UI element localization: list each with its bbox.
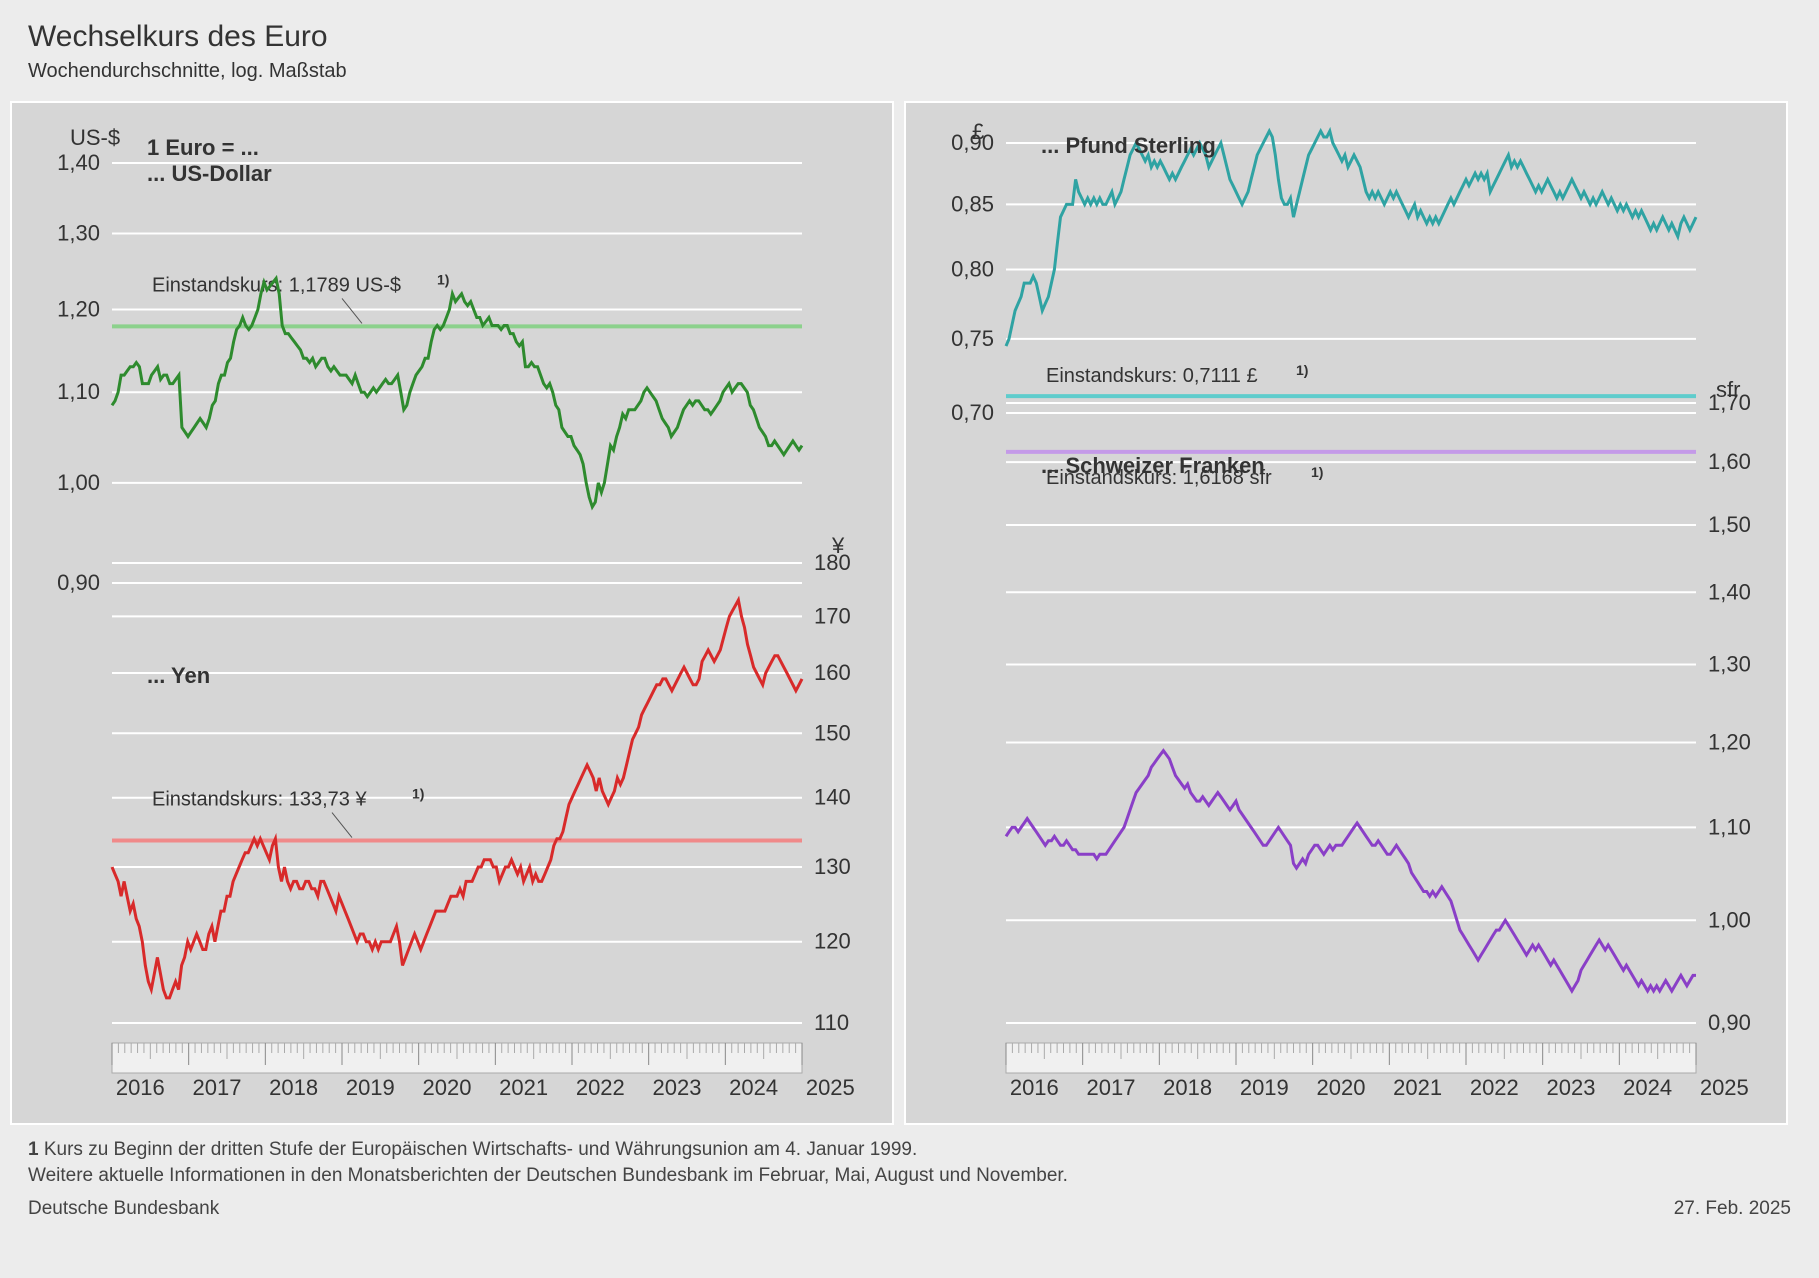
svg-text:2025: 2025 [806,1075,855,1100]
svg-text:2017: 2017 [193,1075,242,1100]
svg-text:0,75: 0,75 [951,326,994,351]
svg-text:2025: 2025 [1700,1075,1749,1100]
svg-text:1): 1) [1296,362,1308,378]
svg-text:2022: 2022 [1470,1075,1519,1100]
svg-text:... Schweizer Franken: ... Schweizer Franken [1041,453,1265,478]
svg-text:... Pfund Sterling: ... Pfund Sterling [1041,133,1216,158]
svg-text:1,20: 1,20 [57,297,100,322]
svg-text:2024: 2024 [1623,1075,1672,1100]
svg-text:2016: 2016 [1010,1075,1059,1100]
svg-text:... Yen: ... Yen [147,663,210,688]
svg-text:150: 150 [814,720,851,745]
svg-text:0,90: 0,90 [57,570,100,595]
svg-text:2020: 2020 [423,1075,472,1100]
svg-text:2020: 2020 [1317,1075,1366,1100]
svg-text:Einstandskurs: 133,73 ¥: Einstandskurs: 133,73 ¥ [152,789,367,811]
svg-text:1,40: 1,40 [57,150,100,175]
svg-text:160: 160 [814,660,851,685]
svg-text:1,60: 1,60 [1708,449,1751,474]
svg-text:2019: 2019 [346,1075,395,1100]
svg-text:2023: 2023 [1547,1075,1596,1100]
svg-text:1,30: 1,30 [57,220,100,245]
svg-text:1): 1) [437,271,449,287]
footnote-text: Kurs zu Beginn der dritten Stufe der Eur… [39,1139,918,1160]
svg-text:1,50: 1,50 [1708,512,1751,537]
svg-text:2024: 2024 [729,1075,778,1100]
svg-text:1,40: 1,40 [1708,579,1751,604]
source-label: Deutsche Bundesbank [28,1196,219,1222]
svg-text:2018: 2018 [1163,1075,1212,1100]
svg-text:1,20: 1,20 [1708,730,1751,755]
svg-text:1,30: 1,30 [1708,652,1751,677]
svg-text:2021: 2021 [499,1075,548,1100]
svg-text:Einstandskurs: 0,7111 £: Einstandskurs: 0,7111 £ [1046,365,1258,387]
svg-text:0,85: 0,85 [951,191,994,216]
svg-text:1,00: 1,00 [1708,907,1751,932]
svg-text:2021: 2021 [1393,1075,1442,1100]
svg-text:140: 140 [814,785,851,810]
chart-subtitle: Wochendurchschnitte, log. Maßstab [0,60,1819,101]
svg-text:110: 110 [814,1010,849,1035]
svg-text:170: 170 [814,603,851,628]
svg-text:sfr: sfr [1716,377,1740,402]
svg-text:2016: 2016 [116,1075,165,1100]
svg-text:1,00: 1,00 [57,470,100,495]
panel-right: 0,70 0,75 0,80 0,85 0,90 £ Einstandskurs: 0,71… [904,101,1788,1125]
svg-text:130: 130 [814,854,851,879]
svg-text:1,10: 1,10 [1708,814,1751,839]
svg-text:1): 1) [1311,464,1323,480]
date-label: 27. Feb. 2025 [1674,1196,1791,1222]
svg-text:1): 1) [412,786,424,802]
svg-text:US-$: US-$ [70,125,120,150]
svg-text:2019: 2019 [1240,1075,1289,1100]
svg-text:120: 120 [814,929,851,954]
svg-text:2022: 2022 [576,1075,625,1100]
svg-text:£: £ [972,119,984,144]
svg-text:2018: 2018 [269,1075,318,1100]
svg-text:0,80: 0,80 [951,257,994,282]
svg-text:¥: ¥ [831,533,845,558]
footnote-number: 1 [28,1139,39,1160]
panel-left: 0,90 1,00 1,10 1,20 1,30 1,40US-$ Einstandskur… [10,101,894,1125]
footnote-more: Weitere aktuelle Informationen in den Mo… [28,1163,1791,1189]
chart-title: Wechselkurs des Euro [0,0,1819,60]
svg-text:1,10: 1,10 [57,379,100,404]
svg-text:2023: 2023 [653,1075,702,1100]
svg-text:0,90: 0,90 [1708,1010,1751,1035]
footnotes: 1 Kurs zu Beginn der dritten Stufe der E… [0,1125,1819,1222]
svg-text:1 Euro = ...: 1 Euro = ... [147,135,259,160]
svg-text:... US-Dollar: ... US-Dollar [147,161,272,186]
svg-text:2017: 2017 [1087,1075,1136,1100]
svg-text:0,70: 0,70 [951,400,994,425]
